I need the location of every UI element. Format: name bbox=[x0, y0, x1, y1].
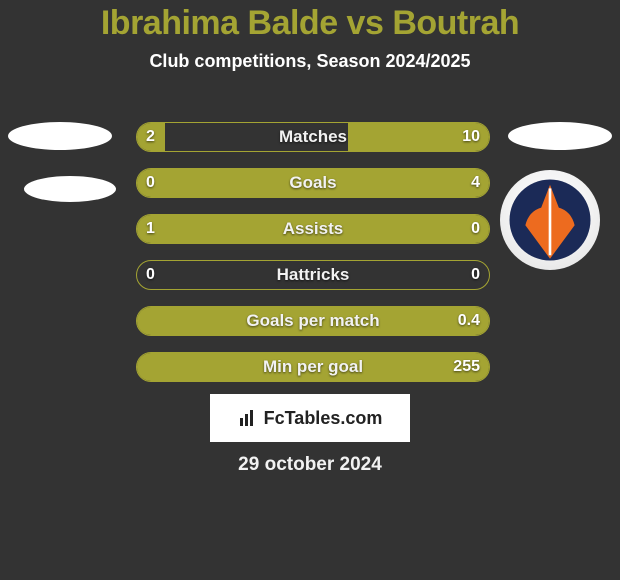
bar-row: 00Hattricks bbox=[136, 260, 490, 290]
player-right-club-logo bbox=[500, 170, 600, 270]
player-left-badge-ellipse bbox=[8, 122, 112, 150]
brand-text: FcTables.com bbox=[264, 408, 383, 429]
bar-row: 04Goals bbox=[136, 168, 490, 198]
bar-label: Assists bbox=[136, 214, 490, 244]
player-left-club-ellipse bbox=[24, 176, 116, 202]
bar-row: 255Min per goal bbox=[136, 352, 490, 382]
bar-label: Matches bbox=[136, 122, 490, 152]
player-right-badge-ellipse bbox=[508, 122, 612, 150]
bar-label: Goals bbox=[136, 168, 490, 198]
page: Ibrahima Balde vs Boutrah Club competiti… bbox=[0, 0, 620, 580]
bar-label: Goals per match bbox=[136, 306, 490, 336]
bar-row: 210Matches bbox=[136, 122, 490, 152]
page-subtitle: Club competitions, Season 2024/2025 bbox=[0, 51, 620, 72]
brand-icon bbox=[238, 408, 258, 428]
page-title: Ibrahima Balde vs Boutrah bbox=[0, 0, 620, 43]
comparison-bars: 210Matches 04Goals 10Assists 00Hattricks 0.… bbox=[136, 122, 490, 398]
bar-label: Min per goal bbox=[136, 352, 490, 382]
club-logo-icon bbox=[506, 176, 594, 264]
bar-row: 0.4Goals per match bbox=[136, 306, 490, 336]
date-text: 29 october 2024 bbox=[0, 454, 620, 476]
bar-row: 10Assists bbox=[136, 214, 490, 244]
bar-label: Hattricks bbox=[136, 260, 490, 290]
brand-box: FcTables.com bbox=[210, 394, 410, 442]
